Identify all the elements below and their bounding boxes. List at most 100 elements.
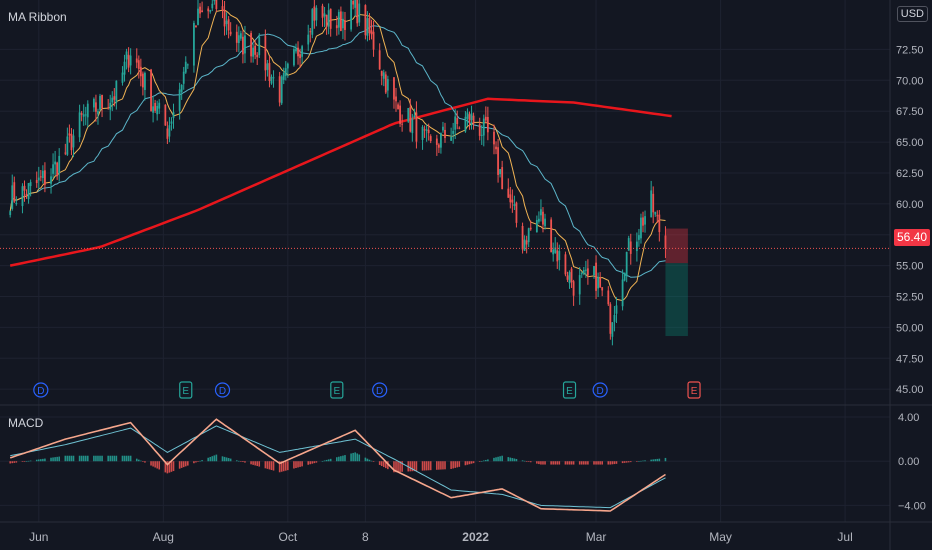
candle-body xyxy=(623,272,626,281)
macd-histogram-bar xyxy=(583,461,585,465)
dividend-marker[interactable] xyxy=(214,382,231,398)
candle-body xyxy=(264,35,267,71)
candle-body xyxy=(80,113,83,115)
dividend-marker[interactable] xyxy=(372,382,388,398)
candle-body xyxy=(350,0,353,30)
macd-histogram-bar xyxy=(97,455,99,462)
candle-body xyxy=(129,55,132,66)
macd-y-tick-label: 0.00 xyxy=(898,456,919,468)
candle-body xyxy=(321,5,324,18)
earnings-marker[interactable] xyxy=(687,381,701,399)
macd-histogram-bar xyxy=(578,461,581,465)
macd-histogram-bar xyxy=(480,461,483,462)
event-label: D xyxy=(597,386,604,397)
candle-body xyxy=(313,6,316,21)
macd-histogram-bar xyxy=(27,460,30,462)
candle-body xyxy=(435,138,438,145)
position-stop-zone[interactable] xyxy=(665,228,688,264)
macd-histogram-bar xyxy=(658,458,661,462)
position-target-zone[interactable] xyxy=(665,263,688,337)
currency-badge[interactable]: USD xyxy=(896,6,928,22)
macd-histogram-bar xyxy=(458,461,461,467)
macd-histogram-bar xyxy=(327,459,330,462)
earnings-marker[interactable] xyxy=(330,381,344,399)
macd-histogram-bar xyxy=(336,457,338,462)
candle-body xyxy=(523,239,526,251)
position-tool[interactable] xyxy=(665,228,688,337)
macd-histogram-bar xyxy=(93,455,95,462)
candle-body xyxy=(150,69,152,111)
macd-histogram-bar xyxy=(482,460,485,462)
macd-histogram-bar xyxy=(256,461,259,467)
candle-body xyxy=(215,0,218,9)
macd-histogram-bar xyxy=(293,461,295,469)
candle-body xyxy=(564,254,567,275)
macd-histogram-bar xyxy=(213,455,216,462)
candle-body xyxy=(178,89,181,111)
candle-body xyxy=(515,202,518,223)
earnings-marker[interactable] xyxy=(562,381,577,399)
candle-body xyxy=(72,135,75,148)
macd-histogram-bar xyxy=(368,459,371,462)
macd-histogram-bar xyxy=(52,457,54,462)
candle-body xyxy=(221,6,224,11)
macd-histogram-bar xyxy=(50,457,52,462)
candle-body xyxy=(486,116,489,133)
macd-histogram-bar xyxy=(525,461,528,462)
macd-histogram-bar xyxy=(135,458,138,462)
dividend-marker[interactable] xyxy=(33,382,49,398)
candle-body xyxy=(58,155,61,174)
candle-body xyxy=(372,31,375,50)
candle-body xyxy=(239,33,242,39)
macd-histogram-bar xyxy=(382,461,385,468)
candle-body xyxy=(70,134,73,151)
candle-body xyxy=(111,97,114,103)
macd-histogram-bar xyxy=(172,461,175,472)
macd-histogram-bar xyxy=(429,461,432,471)
dividend-marker[interactable] xyxy=(592,382,608,398)
candle-body xyxy=(444,129,446,139)
y-tick-label: 55.00 xyxy=(896,261,924,273)
candle-body xyxy=(452,130,455,134)
candle-body xyxy=(525,240,528,245)
candle-body xyxy=(629,241,632,254)
macd-histogram-bar xyxy=(421,461,424,471)
macd-histogram-bar xyxy=(9,461,12,464)
candle-body xyxy=(107,107,110,109)
macd-histogram-bar xyxy=(515,458,518,462)
earnings-marker[interactable] xyxy=(179,381,193,399)
macd-histogram-bar xyxy=(37,459,40,462)
indicator-label-ma-ribbon[interactable]: MA Ribbon xyxy=(8,10,67,24)
candle-body xyxy=(535,220,538,233)
candle-body xyxy=(568,272,571,284)
macd-histogram-bar xyxy=(372,461,375,462)
candle-body xyxy=(156,105,159,115)
macd-histogram-bar xyxy=(223,456,226,462)
candle-body xyxy=(342,18,344,29)
candle-body xyxy=(172,112,175,119)
macd-histogram-bar xyxy=(587,461,589,465)
indicator-label-macd[interactable]: MACD xyxy=(8,416,44,430)
candle-body xyxy=(570,268,573,283)
candle-body xyxy=(513,204,516,206)
event-label: E xyxy=(566,386,573,397)
macd-histogram-bar xyxy=(423,461,426,471)
macd-histogram-bar xyxy=(585,461,587,465)
candle-body xyxy=(39,176,42,178)
macd-histogram-bar xyxy=(311,461,314,464)
y-tick-label: 45.00 xyxy=(896,384,924,396)
macd-histogram-bar xyxy=(23,461,26,462)
macd-histogram-bar xyxy=(409,461,412,472)
ma-fast-line xyxy=(9,9,666,302)
candle-body xyxy=(13,182,16,202)
macd-histogram-bar xyxy=(258,461,261,467)
candle-body xyxy=(413,115,416,118)
candle-body xyxy=(295,48,297,52)
macd-histogram-bar xyxy=(338,456,340,462)
candle-body xyxy=(29,182,32,187)
macd-histogram-bar xyxy=(366,458,369,462)
macd-histogram-bar xyxy=(640,460,642,462)
